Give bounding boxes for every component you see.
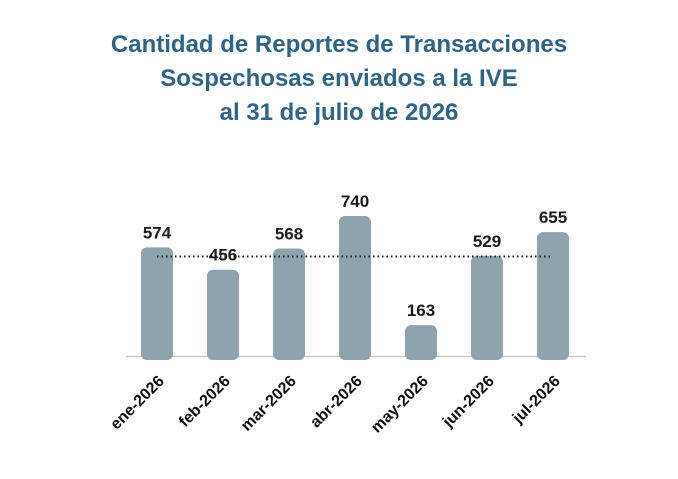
bar-feb-2026 [207,269,239,360]
x-tick-label-feb-2026: feb-2026 [176,373,234,431]
chart-title: Cantidad de Reportes de Transacciones So… [0,28,678,130]
data-label-mar-2026: 568 [275,225,303,244]
x-tick-label-jul-2026: jul-2026 [509,373,564,428]
bar-may-2026 [405,325,437,360]
x-tick-label-ene-2026: ene-2026 [107,373,168,434]
data-label-feb-2026: 456 [209,246,237,265]
bar-jun-2026 [471,255,503,360]
x-tick-label-jun-2026: jun-2026 [439,373,498,432]
bar-ene-2026 [141,247,173,360]
data-label-may-2026: 163 [407,301,435,320]
x-tick-label-may-2026: may-2026 [368,373,432,437]
bar-mar-2026 [273,248,305,360]
chart-title-line-1: Cantidad de Reportes de Transacciones [110,31,568,58]
data-label-jun-2026: 529 [473,232,501,251]
data-label-abr-2026: 740 [341,192,369,211]
chart-title-line-2: Sospechosas enviados a la IVE [160,65,518,92]
x-tick-label-abr-2026: abr-2026 [307,373,366,432]
bar-jul-2026 [537,232,569,360]
bar-abr-2026 [339,216,371,360]
x-tick-label-mar-2026: mar-2026 [238,373,300,435]
data-label-ene-2026: 574 [143,223,172,242]
chart-title-line-3: al 31 de julio de 2026 [219,99,459,126]
data-label-jul-2026: 655 [539,208,567,227]
